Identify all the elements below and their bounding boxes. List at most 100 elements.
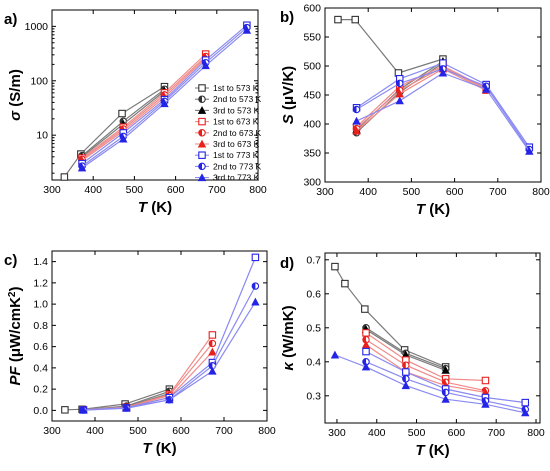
data-point-fill	[362, 358, 367, 365]
x-tick-label: 500	[408, 427, 426, 439]
series-2nd-to-773-k	[362, 358, 530, 414]
legend-marker	[198, 84, 206, 92]
x-tick-label: 300	[43, 184, 61, 196]
x-tick-label: 800	[532, 186, 550, 198]
x-tick-label: 400	[368, 427, 386, 439]
data-point	[401, 381, 411, 390]
y-tick-label: 0.5	[306, 322, 321, 334]
x-tick-label: 800	[249, 184, 267, 196]
data-point-fill	[252, 282, 256, 290]
legend-label: 3rd to 773 K	[213, 173, 260, 183]
x-tick-label: 500	[126, 184, 144, 196]
data-point	[352, 105, 361, 114]
panel-label: d)	[280, 255, 294, 272]
data-point	[251, 253, 260, 262]
y-tick-label: 1.0	[33, 299, 48, 311]
data-point	[118, 109, 126, 118]
legend-marker	[197, 139, 207, 148]
data-point	[77, 163, 87, 172]
y-tick-label: 1.4	[33, 256, 48, 268]
x-tick-label: 400	[84, 184, 102, 196]
y-tick-label: 0.7	[306, 254, 321, 266]
y-tick-label: 0.8	[33, 320, 48, 332]
series-line	[81, 57, 207, 162]
x-tick-label: 300	[316, 186, 334, 198]
legend-marker	[197, 106, 207, 114]
data-point	[122, 403, 131, 412]
series-line	[334, 354, 526, 414]
panel-label: c)	[4, 252, 17, 269]
data-point	[525, 146, 534, 155]
panel-3: 300 400 500 600 700 800 0.0 0.2 0.4 0.6 0.8 1.0 1.2 1…	[4, 250, 276, 457]
data-point-fill	[402, 362, 406, 369]
data-point	[362, 335, 370, 344]
legend-marker	[198, 162, 206, 171]
data-point	[362, 329, 370, 337]
data-point	[160, 99, 169, 108]
plot-frame	[51, 9, 259, 181]
data-point	[341, 279, 349, 288]
data-point	[362, 347, 370, 356]
legend-marker	[198, 129, 206, 137]
x-tick-label: 600	[167, 184, 185, 196]
y-tick-label: 0.6	[33, 341, 48, 353]
series-line	[356, 68, 487, 132]
series-1st-to-573-k	[331, 262, 450, 371]
data-point	[208, 339, 217, 348]
y-tick-label: 350	[303, 148, 321, 160]
x-axis-title: T (K)	[415, 442, 449, 459]
series-3rd-to-773-k	[330, 350, 530, 417]
y-axis-title: PF (μW/cmK2)	[7, 287, 25, 386]
data-point	[79, 405, 88, 414]
data-point	[441, 388, 450, 397]
series-3rd-to-773-k	[77, 25, 252, 172]
y-tick-label: 1000	[25, 21, 49, 33]
y-tick-label: 0.3	[306, 390, 321, 402]
series-3rd-to-773-k	[79, 297, 260, 414]
x-tick-label: 300	[328, 427, 346, 439]
series-2nd-to-773-k	[352, 65, 534, 154]
y-tick-label: 550	[303, 32, 321, 44]
data-point	[331, 262, 339, 271]
data-point-fill	[396, 80, 400, 87]
data-point	[402, 375, 410, 383]
data-point	[521, 408, 530, 417]
y-tick-label: 0.0	[33, 405, 48, 417]
data-point-fill	[209, 340, 213, 347]
series-line	[63, 86, 165, 178]
data-point	[481, 399, 490, 408]
x-tick-label: 700	[489, 186, 507, 198]
data-point	[402, 361, 410, 369]
legend-marker-fill	[198, 129, 202, 136]
x-tick-label: 600	[446, 186, 464, 198]
data-point	[352, 126, 361, 135]
legend-label: 3rd to 573 K	[213, 105, 260, 115]
panel-label: a)	[4, 11, 17, 28]
y-tick-label: 0.4	[306, 356, 321, 368]
series-line	[365, 339, 486, 392]
data-point	[481, 376, 490, 385]
data-point	[395, 96, 404, 105]
data-point	[242, 25, 252, 34]
data-point-fill	[442, 389, 446, 396]
legend-label: 1st to 673 K	[213, 117, 259, 127]
data-point	[351, 15, 359, 24]
legend-label: 1st to 773 K	[213, 150, 259, 160]
plot-frame	[51, 250, 268, 422]
legend-marker	[198, 95, 206, 103]
y-tick-label: 600	[303, 3, 321, 15]
x-tick-label: 600	[448, 427, 466, 439]
y-tick-label: 1.2	[33, 277, 48, 289]
data-point	[208, 366, 217, 375]
data-point	[334, 15, 342, 24]
legend-marker-fill	[198, 163, 202, 170]
x-tick-label: 400	[86, 425, 104, 437]
panel-1: 300 400 500 600 700 800 10 100 1000 T (K) σ (S/m) a…	[4, 9, 267, 216]
data-point	[251, 282, 260, 290]
x-axis-title: T (K)	[138, 199, 172, 216]
x-tick-label: 700	[487, 427, 505, 439]
data-point	[60, 173, 69, 181]
data-point	[438, 68, 448, 77]
data-point	[208, 347, 217, 356]
x-tick-label: 700	[208, 184, 226, 196]
